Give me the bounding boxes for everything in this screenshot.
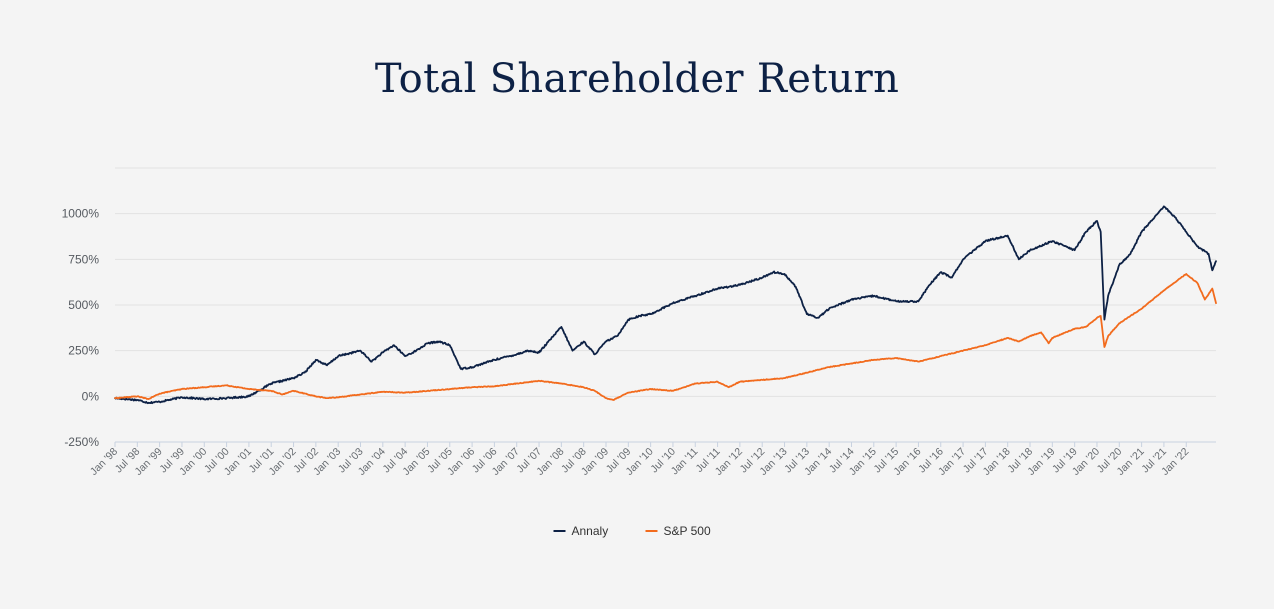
y-tick-label: 250%	[68, 344, 99, 358]
y-tick-label: 0%	[82, 389, 100, 403]
series-layer	[114, 205, 1217, 405]
series-line-s-p-500	[114, 273, 1217, 401]
x-tick-label: Jan '98	[88, 446, 120, 478]
y-axis: -250% 0% 250% 500% 750% 1000%	[62, 207, 100, 449]
chart-title: Total Shareholder Return	[374, 56, 900, 102]
series-line-annaly	[114, 205, 1217, 405]
y-tick-label: -250%	[64, 435, 99, 449]
legend-item-s-p-500[interactable]: S&P 500	[645, 524, 711, 538]
grid-layer	[115, 167, 1216, 397]
y-tick-label: 750%	[68, 252, 99, 266]
legend: Annaly S&P 500	[553, 524, 711, 538]
legend-label: S&P 500	[664, 524, 711, 538]
y-tick-label: 1000%	[62, 207, 100, 221]
y-tick-label: 500%	[68, 298, 99, 312]
legend-item-annaly[interactable]: Annaly	[553, 524, 609, 538]
legend-label: Annaly	[572, 524, 609, 538]
